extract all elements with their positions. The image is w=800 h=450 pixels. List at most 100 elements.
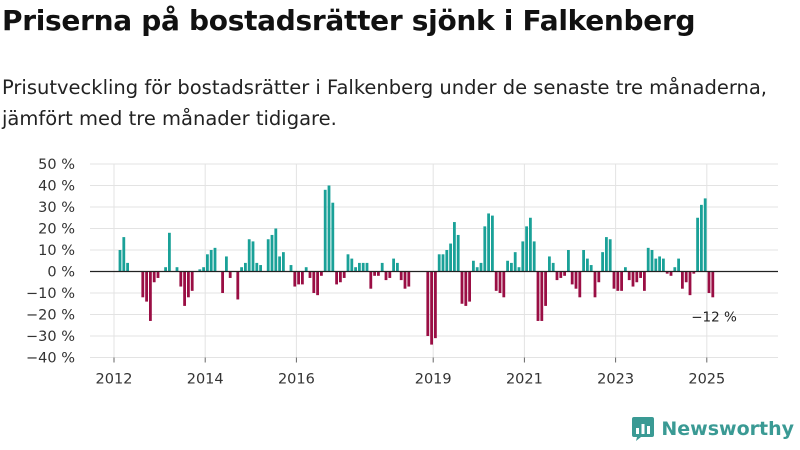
bar xyxy=(278,256,281,272)
bar xyxy=(589,265,593,272)
bar xyxy=(274,228,278,272)
bar xyxy=(190,271,194,291)
bar xyxy=(225,256,228,272)
bar xyxy=(361,262,365,272)
bar xyxy=(236,271,240,300)
bar xyxy=(646,247,650,272)
bar xyxy=(475,267,479,272)
bar xyxy=(369,271,373,289)
bar xyxy=(635,271,639,283)
bar xyxy=(491,215,494,272)
bar xyxy=(426,271,430,336)
bar xyxy=(339,271,342,283)
bar xyxy=(639,271,642,278)
bar xyxy=(665,271,669,274)
bar xyxy=(380,262,384,272)
bar xyxy=(335,271,338,285)
bar xyxy=(202,267,205,272)
bar xyxy=(483,226,487,272)
y-tick-label: −10 % xyxy=(26,286,75,302)
bar xyxy=(677,258,680,272)
bar xyxy=(228,271,232,278)
bar xyxy=(289,265,293,272)
bar xyxy=(209,250,213,272)
bar xyxy=(179,271,183,287)
bar xyxy=(323,189,327,272)
bar xyxy=(320,271,323,276)
bar xyxy=(221,271,224,293)
bar xyxy=(396,262,399,272)
bar xyxy=(247,239,251,272)
bar xyxy=(548,256,551,272)
bar xyxy=(513,252,517,272)
bar xyxy=(510,262,513,272)
x-tick-label: 2019 xyxy=(415,372,452,388)
bar xyxy=(244,262,247,272)
bar xyxy=(494,271,498,291)
bar xyxy=(365,262,369,272)
bar xyxy=(525,226,528,272)
bar xyxy=(688,271,692,296)
axes xyxy=(90,270,778,363)
bar xyxy=(662,258,665,272)
bar xyxy=(312,271,316,293)
bar xyxy=(711,271,715,298)
bar xyxy=(373,271,376,276)
y-tick-label: 50 % xyxy=(38,157,75,173)
bar xyxy=(118,250,122,272)
bar xyxy=(627,271,631,281)
bar xyxy=(168,232,171,272)
x-tick-label: 2014 xyxy=(187,372,224,388)
bar xyxy=(342,271,346,278)
bar xyxy=(327,185,331,272)
bar xyxy=(149,271,152,321)
bar xyxy=(122,237,126,272)
bar xyxy=(536,271,540,321)
bar xyxy=(297,271,300,285)
bar xyxy=(654,258,658,272)
bar xyxy=(358,262,361,272)
bar xyxy=(586,258,589,272)
y-tick-label: 30 % xyxy=(38,200,75,216)
bar xyxy=(213,247,217,272)
bar xyxy=(574,271,578,289)
bar xyxy=(612,271,616,289)
labels: 50 % 40 % 30 % 20 % 10 % 0 % −10 % −20 % −30 % −4… xyxy=(26,157,737,388)
bar xyxy=(620,271,623,291)
bar xyxy=(354,267,357,272)
y-tick-label: 40 % xyxy=(38,179,75,195)
bar xyxy=(517,267,521,272)
x-tick-label: 2016 xyxy=(278,372,315,388)
chart-subtitle: Prisutveckling för bostadsrätter i Falke… xyxy=(2,76,767,130)
bar xyxy=(377,271,380,276)
x-tick-label: 2023 xyxy=(597,372,634,388)
chart-title: Priserna på bostadsrätter sjönk i Falken… xyxy=(2,4,696,37)
bar xyxy=(282,252,285,272)
bar xyxy=(392,258,395,272)
bar xyxy=(316,271,319,296)
bar xyxy=(498,271,502,293)
y-tick-label: −30 % xyxy=(26,329,75,345)
bar xyxy=(700,204,703,272)
bar xyxy=(692,271,696,274)
bar xyxy=(669,271,673,276)
bar xyxy=(126,262,129,272)
x-tick-label: 2021 xyxy=(506,372,543,388)
bar xyxy=(540,271,544,321)
bar xyxy=(251,241,255,272)
bar-chart-badge-icon xyxy=(632,417,655,441)
x-tick-label: 2025 xyxy=(688,372,725,388)
bar-chart: 50 % 40 % 30 % 20 % 10 % 0 % −10 % −20 % −30 % −4… xyxy=(26,157,778,388)
brand-logo[interactable]: Newsworthy xyxy=(631,416,794,442)
y-tick-label: 20 % xyxy=(38,222,75,238)
bar xyxy=(399,271,403,281)
bar xyxy=(532,241,536,272)
bar xyxy=(559,271,563,278)
bar xyxy=(441,254,445,272)
bar xyxy=(430,271,433,345)
bar xyxy=(597,271,601,283)
x-tick-label: 2012 xyxy=(96,372,133,388)
bar xyxy=(570,271,574,285)
bar xyxy=(187,271,190,298)
bar xyxy=(529,217,532,272)
